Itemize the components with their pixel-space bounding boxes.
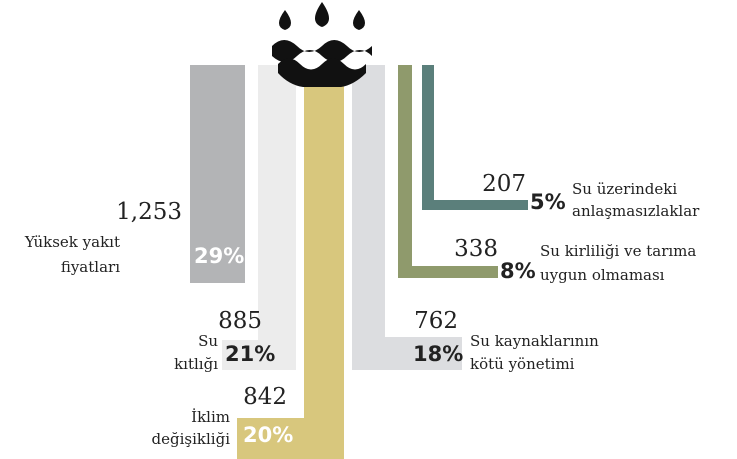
category-label: kötü yönetimi [470, 355, 575, 373]
share-label: 21% [225, 342, 275, 366]
category-label: değişikliği [152, 430, 231, 448]
bars [190, 65, 528, 459]
value-label: 338 [454, 236, 498, 262]
bar [422, 65, 434, 210]
bar [398, 65, 412, 278]
value-label: 762 [414, 308, 458, 334]
share-label: 8% [500, 259, 536, 283]
category-label: Su üzerindeki [572, 180, 677, 198]
bar [190, 65, 245, 283]
value-label: 842 [243, 384, 287, 410]
category-label: Su kirliliği ve tarıma [540, 242, 696, 260]
category-label: Yüksek yakıt [24, 233, 120, 251]
category-label: fiyatları [61, 258, 120, 276]
share-label: 18% [413, 342, 463, 366]
category-label: anlaşmasızlaklar [572, 202, 700, 220]
category-label: Su kaynaklarının [470, 332, 599, 350]
bar [422, 200, 528, 210]
bar [352, 65, 385, 370]
share-label: 5% [530, 190, 566, 214]
share-label: 29% [194, 244, 244, 268]
value-label: 1,253 [116, 199, 182, 225]
bar [258, 65, 296, 370]
water-icon [267, 0, 377, 87]
bar [222, 340, 296, 370]
bar [352, 337, 462, 370]
bar [398, 266, 498, 278]
category-label: İklim [191, 408, 230, 426]
value-label: 207 [482, 171, 526, 197]
value-label: 885 [218, 308, 262, 334]
category-label: uygun olmaması [540, 266, 665, 284]
labels: 1,253 29% Yüksek yakıt fiyatları 885 21% Su kıt… [24, 171, 700, 448]
bar [237, 418, 344, 459]
category-label: Su [198, 332, 218, 350]
share-label: 20% [243, 423, 293, 447]
bar [304, 65, 344, 459]
category-label: kıtlığı [174, 355, 218, 373]
